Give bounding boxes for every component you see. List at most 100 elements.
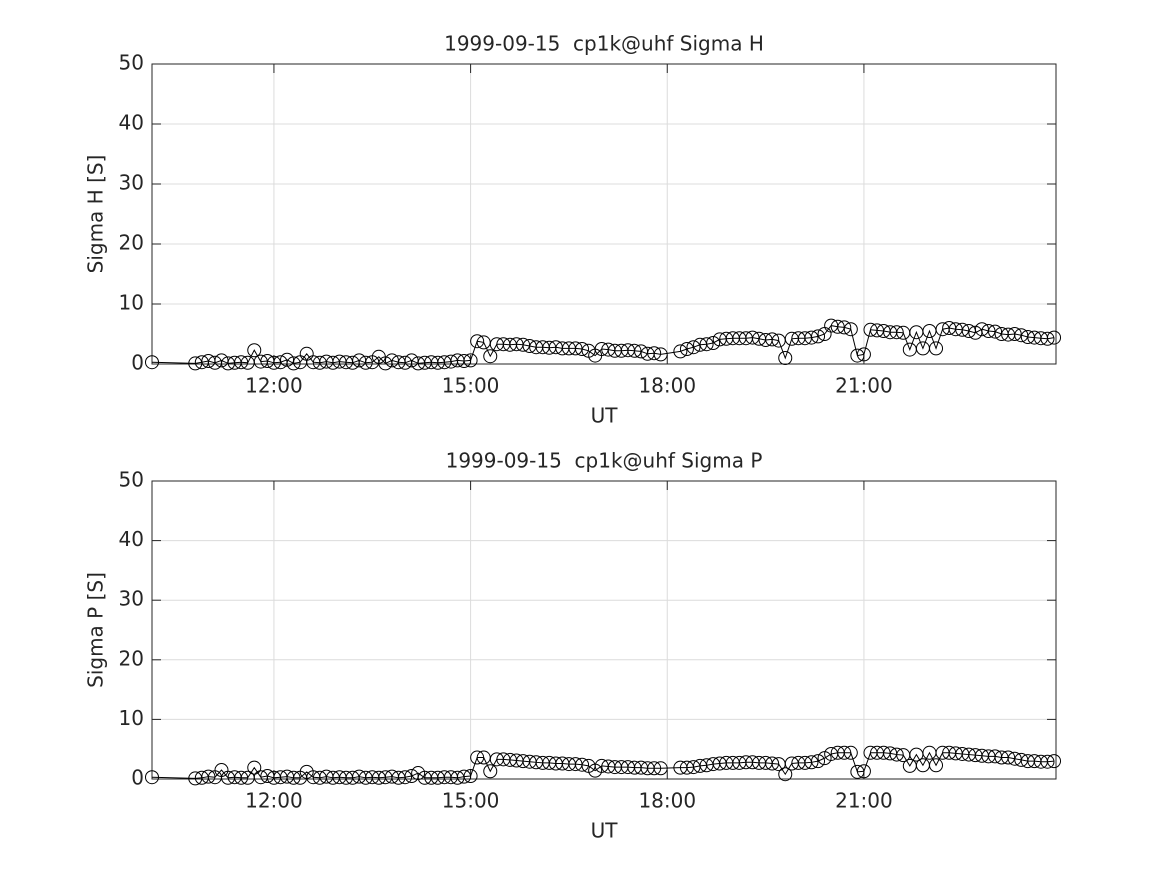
marker xyxy=(1014,328,1029,343)
marker xyxy=(1007,751,1022,766)
x-tick-label: 12:00 xyxy=(245,789,303,813)
y-tick-label: 20 xyxy=(119,231,144,255)
y-tick-label: 50 xyxy=(119,468,144,492)
marker xyxy=(653,761,668,776)
marker xyxy=(266,355,281,370)
marker xyxy=(457,769,472,784)
marker xyxy=(856,764,871,779)
chart-title: 1999-09-15 cp1k@uhf Sigma H xyxy=(444,32,764,56)
marker xyxy=(1040,754,1055,769)
y-tick-label: 0 xyxy=(131,766,144,790)
marker xyxy=(404,353,419,368)
x-tick-label: 15:00 xyxy=(442,374,500,398)
marker xyxy=(214,353,229,368)
marker xyxy=(247,760,262,775)
marker xyxy=(929,758,944,773)
y-tick-label: 30 xyxy=(119,587,144,611)
marker xyxy=(811,329,826,344)
marker xyxy=(889,325,904,340)
marker xyxy=(1001,750,1016,765)
marker xyxy=(706,336,721,350)
marker xyxy=(778,351,793,365)
marker xyxy=(286,356,301,371)
y-tick-label: 40 xyxy=(119,111,144,135)
marker xyxy=(286,770,301,785)
marker xyxy=(463,353,478,368)
marker xyxy=(398,770,413,785)
x-axis-label: UT xyxy=(591,819,619,843)
y-tick-label: 0 xyxy=(131,351,144,375)
marker xyxy=(837,745,852,760)
marker xyxy=(804,755,819,770)
marker xyxy=(745,330,760,345)
marker xyxy=(653,347,668,362)
marker xyxy=(575,342,590,356)
y-tick-label: 10 xyxy=(119,706,144,730)
marker xyxy=(830,319,845,334)
marker xyxy=(850,764,865,779)
marker xyxy=(483,349,498,364)
marker xyxy=(955,322,970,337)
marker xyxy=(457,354,472,368)
y-axis-label: Sigma H [S] xyxy=(84,155,108,274)
marker xyxy=(463,769,478,784)
marker xyxy=(1040,331,1055,346)
marker xyxy=(804,330,819,345)
x-tick-label: 18:00 xyxy=(638,374,696,398)
marker xyxy=(568,341,583,356)
chart-title: 1999-09-15 cp1k@uhf Sigma P xyxy=(446,449,763,473)
marker xyxy=(850,348,865,363)
marker xyxy=(470,750,485,765)
axes-box xyxy=(151,480,1057,780)
marker xyxy=(679,342,694,356)
marker xyxy=(837,320,852,335)
marker xyxy=(765,756,780,771)
marker xyxy=(1007,327,1022,341)
x-tick-label: 15:00 xyxy=(442,789,500,813)
x-tick-label: 12:00 xyxy=(245,374,303,398)
marker xyxy=(1047,754,1062,769)
marker xyxy=(686,340,701,355)
y-tick-label: 20 xyxy=(119,646,144,670)
marker xyxy=(247,343,262,358)
marker xyxy=(699,337,714,352)
y-tick-label: 10 xyxy=(119,291,144,315)
marker xyxy=(778,767,793,782)
marker xyxy=(516,337,531,352)
marker xyxy=(280,352,295,367)
marker xyxy=(988,324,1003,339)
marker xyxy=(889,747,904,762)
marker xyxy=(811,754,826,769)
marker xyxy=(358,355,373,370)
plot-area xyxy=(152,64,1056,364)
marker xyxy=(483,764,498,779)
marker xyxy=(843,745,858,760)
marker xyxy=(188,356,203,371)
x-tick-label: 21:00 xyxy=(835,789,893,813)
marker xyxy=(145,770,159,785)
x-tick-label: 18:00 xyxy=(638,789,696,813)
marker xyxy=(929,341,944,356)
marker xyxy=(234,355,249,370)
marker xyxy=(647,761,662,776)
marker xyxy=(234,770,249,785)
marker xyxy=(145,355,159,370)
x-axis-label: UT xyxy=(591,404,619,428)
marker xyxy=(647,346,662,361)
marker xyxy=(765,332,780,347)
marker xyxy=(627,343,642,358)
plot-area xyxy=(152,481,1056,779)
marker xyxy=(974,322,989,337)
marker xyxy=(1047,330,1062,345)
x-tick-label: 21:00 xyxy=(835,374,893,398)
marker xyxy=(384,353,399,368)
y-tick-label: 40 xyxy=(119,527,144,551)
axes-box xyxy=(151,63,1057,365)
y-tick-label: 30 xyxy=(119,171,144,195)
marker xyxy=(201,769,216,784)
y-tick-label: 50 xyxy=(119,51,144,75)
marker xyxy=(673,344,688,359)
y-axis-label: Sigma P [S] xyxy=(84,572,108,688)
marker xyxy=(843,322,858,337)
